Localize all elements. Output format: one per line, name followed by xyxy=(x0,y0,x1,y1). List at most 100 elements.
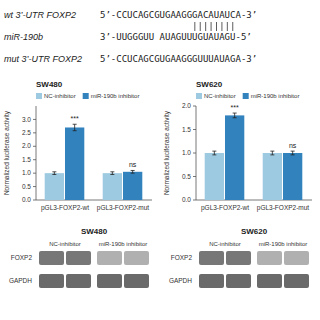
error-bar xyxy=(233,113,237,118)
y-tick xyxy=(193,153,196,154)
x-tick-label: pGL3-FOXP2-mut xyxy=(97,204,150,212)
pairing-line xyxy=(200,22,201,31)
y-tick-label: 1.0 xyxy=(22,169,31,176)
significance: *** xyxy=(71,115,79,122)
error-bar xyxy=(110,172,114,175)
bar xyxy=(45,173,64,200)
blot-band xyxy=(257,274,282,288)
blot-band xyxy=(97,274,122,288)
blot-row-label: FOXP2 xyxy=(171,254,193,261)
error-bar xyxy=(52,172,56,175)
blot-band xyxy=(226,251,251,265)
bar xyxy=(103,173,122,200)
blot-row-label: GAPDH xyxy=(9,277,32,284)
y-tick-label: 2.5 xyxy=(22,129,31,136)
y-tick-label: 0.0 xyxy=(22,196,31,203)
chart-title: SW620 xyxy=(196,80,223,89)
pairing-line xyxy=(194,22,195,31)
y-axis-line xyxy=(36,106,37,200)
pairing-line xyxy=(232,22,233,31)
sequence-panel: wt 3’-UTR FOXP2 5’-CCUCAGCGUGAAGGGACAUAUC… xyxy=(4,10,257,64)
blot-panel: SW620NC-inhibitormiR-190b inhibitorFOXP2… xyxy=(169,227,309,288)
bar-chart: SW620NC-inhibitormiR-190b inhibitor0.00.… xyxy=(163,80,312,212)
bar xyxy=(123,172,142,200)
y-tick-label: 2.0 xyxy=(22,142,31,149)
marks xyxy=(205,113,303,200)
legend: NC-inhibitormiR-190b inhibitor xyxy=(196,93,299,99)
legend-swatch xyxy=(243,93,249,99)
blot-column-label: NC-inhibitor xyxy=(209,241,241,247)
blot-band xyxy=(97,251,122,265)
pairing-line xyxy=(211,22,212,31)
pairing-line xyxy=(221,22,222,31)
blot-band xyxy=(124,274,149,288)
significance: ns xyxy=(129,161,137,168)
significance: ns xyxy=(289,142,297,149)
error-bar xyxy=(131,170,135,173)
y-tick xyxy=(193,129,196,130)
y-tick xyxy=(33,200,36,201)
y-tick xyxy=(33,146,36,147)
error-bar xyxy=(270,151,274,155)
y-axis-label: Normalized luciferase activity xyxy=(3,110,11,195)
legend-label: miR-190b inhibitor xyxy=(91,93,140,99)
legend-swatch xyxy=(83,93,89,99)
blot-column-label: NC-inhibitor xyxy=(49,241,81,247)
blot-title: SW480 xyxy=(81,227,108,236)
sequence-label: wt 3’-UTR FOXP2 xyxy=(4,10,76,20)
y-tick-label: 1.5 xyxy=(22,156,31,163)
blot-band xyxy=(257,251,282,265)
blot-panel: SW480NC-inhibitor miR-190b inhibitor FOXP2… xyxy=(9,227,149,288)
chart-title: SW480 xyxy=(36,80,63,89)
error-bar xyxy=(73,124,77,130)
legend-label: NC-inhibitor xyxy=(204,93,236,99)
blot-band xyxy=(199,274,224,288)
y-tick xyxy=(33,119,36,120)
x-tick-label: pGL3-FOXP2-wt xyxy=(41,204,89,212)
blot-band xyxy=(66,274,91,288)
y-tick-label: 0.5 xyxy=(182,173,191,180)
legend: NC-inhibitor miR-190b inhibitor xyxy=(36,93,139,99)
sequence: 3’-UUGGGUU AUAGUUUGUAUAGU-5’ xyxy=(100,32,252,42)
blot-band xyxy=(39,274,64,288)
y-tick xyxy=(33,173,36,174)
legend-label: NC-inhibitor xyxy=(44,93,76,99)
y-tick xyxy=(33,159,36,160)
blot-band xyxy=(226,274,251,288)
sequence-label: miR-190b xyxy=(4,32,43,42)
blot-band xyxy=(124,251,149,265)
blot-band xyxy=(39,251,64,265)
y-tick xyxy=(33,186,36,187)
error-bar xyxy=(291,151,295,155)
pairing-line xyxy=(227,22,228,31)
y-tick xyxy=(33,132,36,133)
blot-column-label: miR-190b inhibitor xyxy=(259,241,308,247)
pairing-line xyxy=(205,22,206,31)
legend-swatch xyxy=(36,93,42,99)
y-tick xyxy=(193,176,196,177)
sequence: 5’-CCUCAGCGUGAAGGGACAUAUCA-3’ xyxy=(100,10,257,20)
bar xyxy=(283,153,302,200)
y-tick-label: 0.5 xyxy=(22,183,31,190)
blot-band xyxy=(284,274,309,288)
y-tick-label: 1.5 xyxy=(182,126,191,133)
bar xyxy=(225,115,244,200)
blot-band xyxy=(66,251,91,265)
y-tick-label: 1.0 xyxy=(182,149,191,156)
y-tick-label: 3.0 xyxy=(22,116,31,123)
figure: wt 3’-UTR FOXP2 5’-CCUCAGCGUGAAGGGACAUAUC… xyxy=(0,0,320,320)
x-tick-label: pGL3-FOXP2-wt xyxy=(201,204,249,212)
pairing-line xyxy=(216,22,217,31)
bar xyxy=(205,153,224,200)
marks xyxy=(45,124,143,200)
y-tick-label: 2.0 xyxy=(182,102,191,109)
blot-row-label: FOXP2 xyxy=(11,254,33,261)
blot-column-label: miR-190b inhibitor xyxy=(99,241,148,247)
legend-swatch xyxy=(196,93,202,99)
sequence: 5’-CCUCAGCGUGAAGGGUUUAUAGA-3’ xyxy=(100,54,257,64)
error-bar xyxy=(212,151,216,155)
bar xyxy=(65,127,84,200)
blot-row-label: GAPDH xyxy=(169,277,192,284)
bar-chart: SW480 NC-inhibitor miR-190b inhibitor 0.0 0.… xyxy=(3,80,152,212)
sequence-label: mut 3’-UTR FOXP2 xyxy=(4,54,82,64)
